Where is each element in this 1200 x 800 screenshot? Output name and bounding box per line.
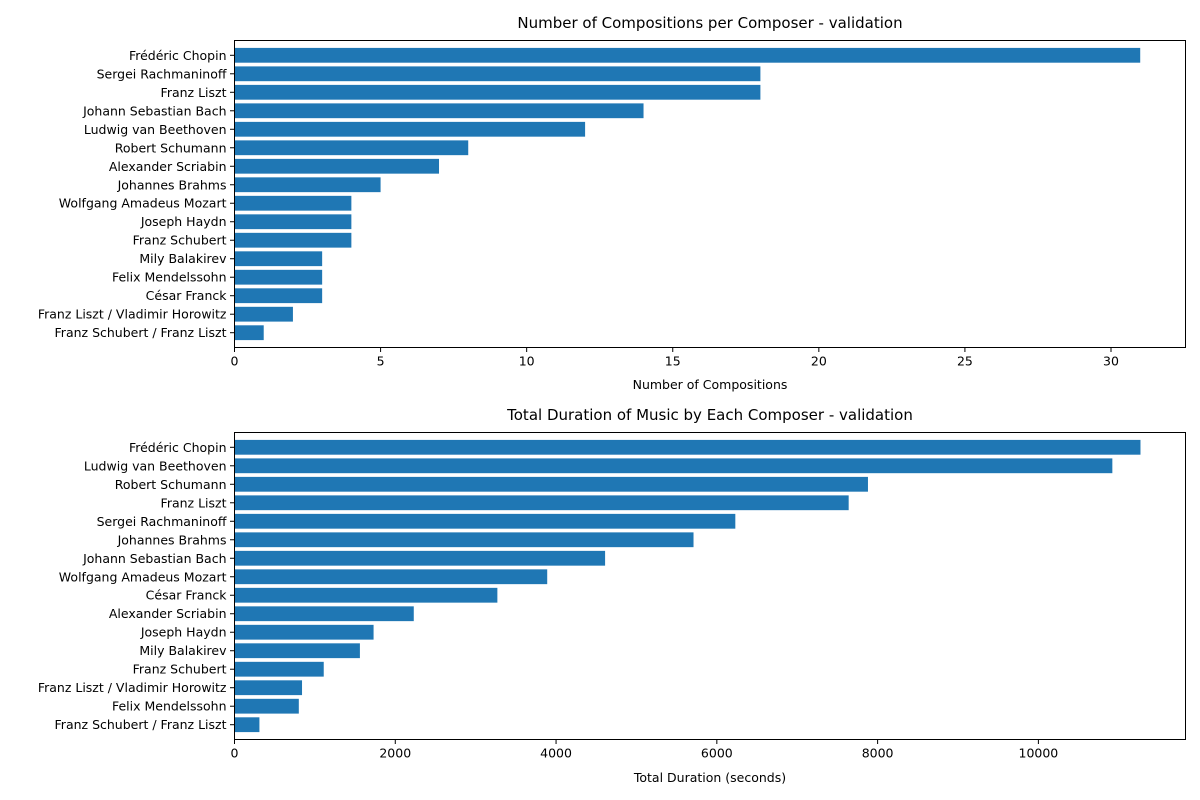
duration-chart: Total Duration of Music by Each Composer…: [38, 406, 1186, 785]
y-tick-label: Frédéric Chopin: [129, 48, 227, 63]
bar: [234, 66, 761, 82]
bar-group: [234, 439, 1141, 733]
y-tick-label: Franz Liszt: [161, 85, 227, 100]
chart-title: Total Duration of Music by Each Composer…: [506, 406, 913, 424]
bar: [234, 103, 644, 119]
bar: [234, 195, 352, 211]
y-tick-label: Franz Schubert: [133, 662, 227, 677]
y-tick-label: Robert Schumann: [115, 477, 227, 492]
chart-title: Number of Compositions per Composer - va…: [517, 14, 902, 32]
x-tick-label: 10: [519, 354, 535, 369]
bar: [234, 624, 374, 640]
x-tick-label: 5: [377, 354, 385, 369]
y-tick-label: Mily Balakirev: [139, 251, 227, 266]
bar: [234, 232, 352, 248]
bar: [234, 532, 694, 548]
x-tick-label: 6000: [701, 746, 733, 761]
y-tick-label: Ludwig van Beethoven: [84, 122, 227, 137]
bar: [234, 251, 323, 267]
y-tick-label: Wolfgang Amadeus Mozart: [59, 569, 227, 584]
bar: [234, 140, 469, 156]
y-tick-label: Franz Schubert: [133, 233, 227, 248]
y-tick-label: Alexander Scriabin: [109, 606, 227, 621]
x-axis-label: Total Duration (seconds): [633, 770, 786, 785]
y-tick-label: Felix Mendelssohn: [112, 699, 227, 714]
y-tick-label: Mily Balakirev: [139, 643, 227, 658]
bar: [234, 121, 586, 137]
bar: [234, 47, 1141, 63]
bar: [234, 495, 849, 511]
bar: [234, 306, 293, 322]
y-tick-label: Franz Schubert / Franz Liszt: [55, 717, 227, 732]
bar: [234, 476, 868, 492]
x-tick-label: 0: [231, 746, 239, 761]
bar: [234, 158, 440, 174]
bar: [234, 513, 736, 529]
bar: [234, 325, 264, 341]
x-axis-label: Number of Compositions: [633, 377, 788, 392]
bar: [234, 288, 323, 304]
y-tick-group: Frédéric Chopin Sergei Rachmaninoff Franz …: [38, 48, 235, 340]
y-tick-label: Franz Liszt / Vladimir Horowitz: [38, 307, 227, 322]
y-tick-label: Johann Sebastian Bach: [82, 103, 226, 118]
y-tick-label: Ludwig van Beethoven: [84, 458, 227, 473]
x-tick-label: 15: [665, 354, 681, 369]
y-tick-label: Johann Sebastian Bach: [82, 551, 226, 566]
x-tick-label: 30: [1103, 354, 1119, 369]
bar: [234, 439, 1141, 455]
y-tick-label: Sergei Rachmaninoff: [97, 66, 227, 81]
y-tick-label: Joseph Haydn: [140, 214, 227, 229]
y-tick-label: Johannes Brahms: [117, 532, 227, 547]
bar: [234, 269, 323, 285]
bar-group: [234, 47, 1141, 341]
x-tick-label: 2000: [379, 746, 411, 761]
x-tick-label: 4000: [540, 746, 572, 761]
y-tick-label: Franz Liszt: [161, 495, 227, 510]
bar: [234, 680, 303, 696]
plot-frame: [234, 40, 1186, 348]
bar: [234, 458, 1113, 474]
y-tick-label: César Franck: [146, 288, 228, 303]
bar: [234, 177, 381, 193]
plot-frame: [234, 432, 1186, 740]
y-tick-label: Franz Schubert / Franz Liszt: [55, 325, 227, 340]
bar: [234, 550, 606, 566]
x-tick-label: 8000: [862, 746, 894, 761]
x-tick-label: 25: [957, 354, 973, 369]
bar: [234, 569, 548, 585]
y-tick-label: Johannes Brahms: [117, 177, 227, 192]
x-tick-label: 0: [231, 354, 239, 369]
y-tick-label: Robert Schumann: [115, 140, 227, 155]
compositions-chart: Number of Compositions per Composer - va…: [38, 14, 1186, 392]
y-tick-label: César Franck: [146, 588, 228, 603]
bar: [234, 717, 260, 733]
bar: [234, 643, 360, 659]
bar: [234, 606, 414, 622]
y-tick-label: Felix Mendelssohn: [112, 270, 227, 285]
x-tick-label: 20: [811, 354, 827, 369]
bar: [234, 698, 299, 714]
y-tick-label: Wolfgang Amadeus Mozart: [59, 196, 227, 211]
x-tick-label: 10000: [1019, 746, 1059, 761]
x-tick-group: 0 5 10 15 20 25 30: [231, 347, 1119, 369]
bar: [234, 84, 761, 100]
x-tick-group: 0 2000 4000 6000 8000 10000: [231, 739, 1059, 761]
bar: [234, 214, 352, 230]
bar: [234, 587, 498, 603]
y-tick-label: Sergei Rachmaninoff: [97, 514, 227, 529]
y-tick-label: Frédéric Chopin: [129, 440, 227, 455]
y-tick-label: Joseph Haydn: [140, 625, 227, 640]
bar: [234, 661, 324, 677]
y-tick-group: Frédéric Chopin Ludwig van Beethoven Rober…: [38, 440, 235, 732]
y-tick-label: Franz Liszt / Vladimir Horowitz: [38, 680, 227, 695]
y-tick-label: Alexander Scriabin: [109, 159, 227, 174]
